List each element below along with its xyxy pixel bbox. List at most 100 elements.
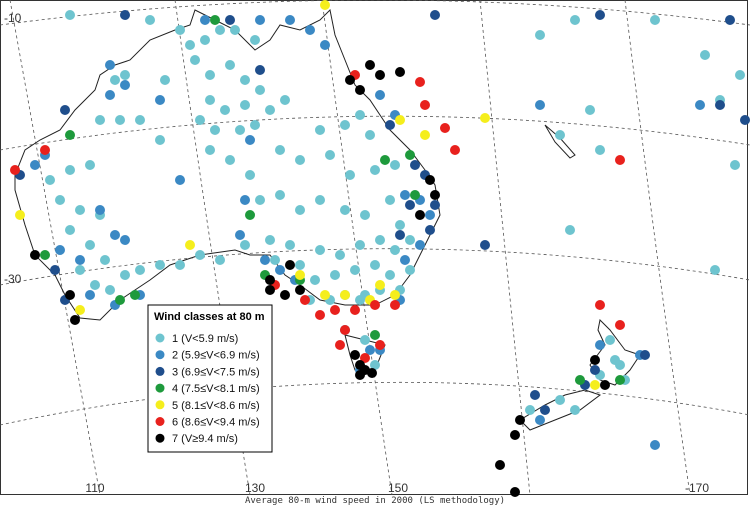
legend-title: Wind classes at 80 m (154, 311, 265, 323)
station-dot (425, 175, 435, 185)
station-dot (105, 285, 115, 295)
station-dot (395, 67, 405, 77)
station-dot (375, 340, 385, 350)
station-dot (380, 155, 390, 165)
station-dot (75, 305, 85, 315)
station-dot (405, 235, 415, 245)
station-dot (350, 265, 360, 275)
parallel (0, 115, 750, 151)
station-dot (280, 290, 290, 300)
meridian (9, 0, 101, 496)
station-dot (600, 380, 610, 390)
station-dot (195, 115, 205, 125)
legend-box (147, 304, 273, 453)
station-dot (430, 200, 440, 210)
station-dot (415, 77, 425, 87)
station-dot (715, 100, 725, 110)
station-dot (385, 270, 395, 280)
station-dot (40, 145, 50, 155)
station-dot (525, 405, 535, 415)
station-dot (425, 225, 435, 235)
station-dot (255, 65, 265, 75)
station-dot (325, 150, 335, 160)
station-dot (420, 100, 430, 110)
station-dot (410, 190, 420, 200)
station-dot (295, 205, 305, 215)
station-dot (355, 240, 365, 250)
station-dot (285, 260, 295, 270)
station-dot (295, 260, 305, 270)
station-dot (375, 280, 385, 290)
station-dot (350, 305, 360, 315)
station-dot (215, 25, 225, 35)
station-dot (650, 15, 660, 25)
parallel (0, 381, 750, 426)
station-dot (75, 255, 85, 265)
station-dot (510, 430, 520, 440)
station-dot (85, 290, 95, 300)
lon-label: 130 (245, 481, 265, 495)
station-dot (725, 15, 735, 25)
station-dot (225, 60, 235, 70)
station-dot (395, 115, 405, 125)
station-dot (120, 70, 130, 80)
station-dot (735, 70, 745, 80)
station-dot (390, 245, 400, 255)
station-dot (415, 210, 425, 220)
station-dot (110, 230, 120, 240)
station-dot (710, 265, 720, 275)
station-dot (320, 40, 330, 50)
station-dot (65, 165, 75, 175)
legend-label: 5 (8.1≤V<8.6 m/s) (172, 400, 260, 412)
station-dot (205, 95, 215, 105)
station-dot (200, 15, 210, 25)
station-dot (400, 190, 410, 200)
station-dot (245, 135, 255, 145)
station-dot (90, 280, 100, 290)
station-dot (555, 395, 565, 405)
station-dot (360, 335, 370, 345)
station-dot (370, 360, 380, 370)
station-dot (225, 15, 235, 25)
station-dot (740, 115, 750, 125)
station-dot (205, 145, 215, 155)
station-dot (65, 10, 75, 20)
station-dot (45, 175, 55, 185)
station-dot (145, 15, 155, 25)
station-dot (200, 35, 210, 45)
station-dot (255, 85, 265, 95)
station-dot (555, 130, 565, 140)
lat-label: -10 (4, 11, 22, 25)
station-dot (70, 315, 80, 325)
station-dot (530, 390, 540, 400)
station-dot (390, 290, 400, 300)
station-dot (355, 295, 365, 305)
station-dot (345, 75, 355, 85)
station-dot (285, 15, 295, 25)
station-dot (330, 305, 340, 315)
station-dot (430, 10, 440, 20)
station-dot (370, 300, 380, 310)
station-dot (535, 100, 545, 110)
station-dot (55, 245, 65, 255)
station-dot (370, 165, 380, 175)
station-dot (425, 210, 435, 220)
station-dot (335, 250, 345, 260)
station-dot (615, 360, 625, 370)
station-dot (355, 110, 365, 120)
station-dot (75, 205, 85, 215)
station-dot (265, 285, 275, 295)
station-dot (155, 135, 165, 145)
station-dot (375, 70, 385, 80)
station-dot (590, 365, 600, 375)
station-dot (75, 265, 85, 275)
legend-label: 6 (8.6≤V<9.4 m/s) (172, 417, 260, 429)
station-dot (95, 115, 105, 125)
station-dot (315, 245, 325, 255)
station-dot (275, 190, 285, 200)
legend-label: 1 (V<5.9 m/s) (172, 333, 238, 345)
station-dot (100, 255, 110, 265)
station-dot (15, 210, 25, 220)
station-dot (175, 260, 185, 270)
legend-label: 2 (5.9≤V<6.9 m/s) (172, 350, 260, 362)
